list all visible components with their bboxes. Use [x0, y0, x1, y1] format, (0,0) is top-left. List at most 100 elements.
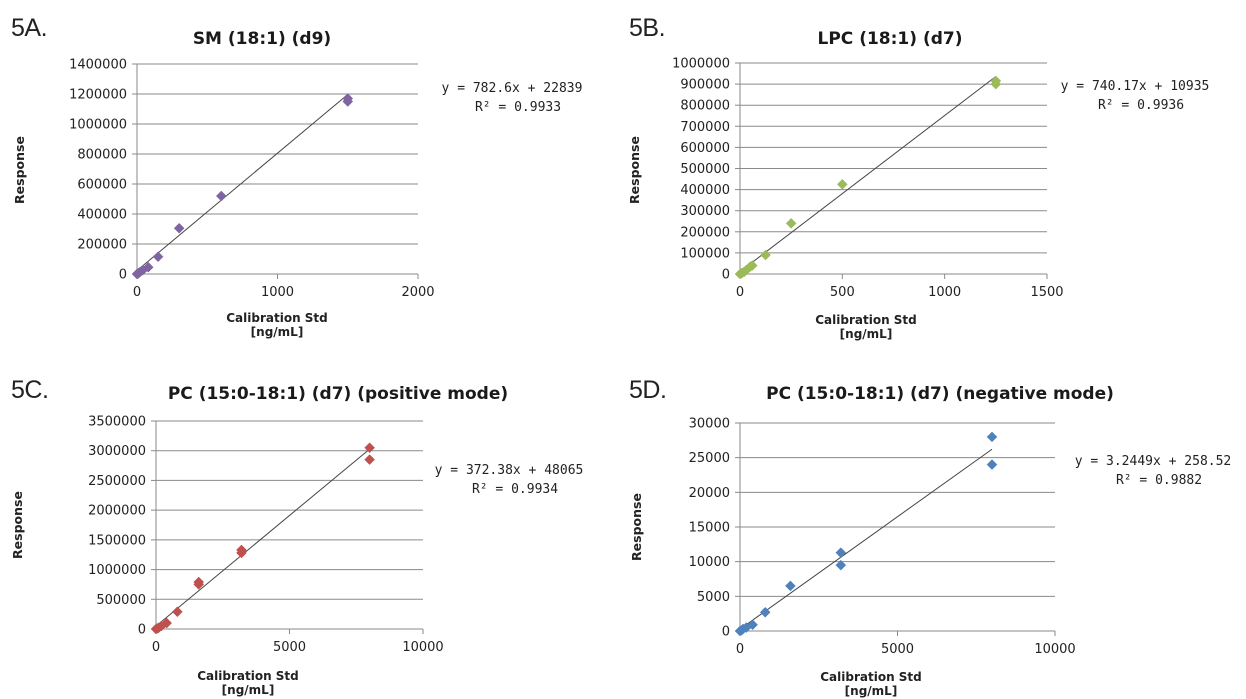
y-tick-label: 400000: [680, 183, 730, 198]
panel-label: 5C.: [11, 376, 49, 404]
x-axis-label: Calibration Std: [815, 313, 917, 327]
y-tick-label: 0: [722, 268, 730, 283]
data-point: [364, 442, 375, 454]
chart-title: LPC (18:1) (d7): [818, 29, 963, 49]
panel-label: 5D.: [629, 376, 667, 404]
x-tick-label: 500: [830, 285, 855, 300]
y-tick-label: 2500000: [88, 474, 146, 489]
y-tick-label: 100000: [680, 246, 730, 261]
trendline-equation: y = 372.38x + 48065: [435, 463, 584, 478]
data-point: [173, 222, 185, 234]
y-tick-label: 0: [119, 268, 127, 283]
y-tick-label: 1400000: [69, 58, 127, 73]
data-point: [236, 544, 247, 556]
y-tick-label: 10000: [689, 555, 730, 570]
x-axis-unit: [ng/mL]: [840, 327, 893, 341]
y-tick-label: 0: [722, 625, 730, 640]
data-point: [986, 431, 998, 443]
data-point: [747, 619, 758, 631]
y-axis-label: Response: [629, 493, 644, 561]
chart-title: PC (15:0-18:1) (d7) (negative mode): [766, 384, 1114, 404]
y-tick-label: 400000: [77, 208, 127, 223]
y-tick-label: 600000: [77, 178, 127, 193]
data-point: [836, 178, 848, 190]
chart-panel-5a: 5A. SM (18:1) (d9) 0 200000 400000 600000 800…: [0, 0, 623, 349]
data-point: [835, 547, 847, 559]
trendline-r2: R² = 0.9934: [472, 482, 558, 497]
data-point: [746, 260, 758, 271]
chart-panel-5c: 5C. PC (15:0-18:1) (d7) (positive mode) 0…: [0, 349, 623, 699]
data-point: [785, 580, 796, 592]
data-point: [193, 576, 205, 588]
x-tick-label: 1000: [928, 285, 961, 300]
panel-label: 5B.: [629, 14, 666, 42]
y-tick-label: 1000000: [672, 57, 730, 72]
data-point: [785, 218, 797, 229]
y-tick-label: 5000: [697, 590, 730, 605]
x-tick-label: 0: [152, 640, 160, 655]
trendline: [136, 94, 349, 271]
y-tick-label: 200000: [77, 238, 127, 253]
chart-5a: SM (18:1) (d9) 0 200000 400000 600000 800000 1…: [12, 29, 582, 339]
x-tick-label: 0: [736, 642, 744, 657]
x-tick-label: 10000: [1034, 642, 1075, 657]
chart-title: SM (18:1) (d9): [193, 29, 331, 49]
y-tick-label: 1500000: [88, 533, 146, 548]
trendline-equation: y = 3.2449x + 258.52: [1075, 454, 1232, 469]
x-tick-label: 5000: [881, 642, 914, 657]
y-tick-label: 800000: [77, 148, 127, 163]
y-tick-label: 0: [138, 623, 146, 638]
y-tick-label: 500000: [96, 593, 146, 608]
chart-5c: PC (15:0-18:1) (d7) (positive mode) 0 5000…: [10, 384, 584, 697]
data-point: [172, 606, 183, 618]
trendline-r2: R² = 0.9933: [475, 100, 561, 115]
data-point: [760, 249, 771, 261]
chart-5b: LPC (18:1) (d7) 0 100000 200000 300000 400000…: [627, 29, 1210, 341]
data-point: [342, 93, 354, 104]
data-point: [364, 454, 375, 465]
x-axis-label: Calibration Std: [226, 311, 328, 325]
chart-panel-5d: 5D. PC (15:0-18:1) (d7) (negative mode) 0…: [623, 349, 1246, 699]
trendline-equation: y = 740.17x + 10935: [1061, 79, 1210, 94]
data-point: [152, 251, 164, 263]
y-tick-label: 30000: [689, 417, 730, 432]
y-tick-label: 1000000: [69, 118, 127, 133]
data-point: [142, 261, 154, 273]
panel-label: 5A.: [11, 14, 48, 42]
trendline: [739, 448, 993, 630]
x-tick-label: 5000: [273, 640, 306, 655]
data-point: [161, 617, 173, 629]
x-tick-label: 1500: [1030, 285, 1063, 300]
x-tick-label: 0: [736, 285, 744, 300]
x-tick-label: 10000: [402, 640, 443, 655]
x-tick-label: 0: [133, 285, 141, 300]
y-axis-label: Response: [627, 136, 642, 204]
y-axis-label: Response: [12, 136, 27, 204]
trendline: [155, 448, 370, 627]
y-tick-label: 1000000: [88, 563, 146, 578]
data-point: [990, 75, 1002, 87]
data-point: [835, 559, 847, 571]
chart-panel-5b: 5B. LPC (18:1) (d7) 0 100000 200000 300000 40…: [623, 0, 1246, 349]
y-tick-label: 900000: [680, 78, 730, 93]
trendline-r2: R² = 0.9936: [1098, 98, 1184, 113]
x-tick-label: 1000: [261, 285, 294, 300]
chart-title: PC (15:0-18:1) (d7) (positive mode): [168, 384, 508, 404]
y-tick-label: 700000: [680, 120, 730, 135]
x-axis-unit: [ng/mL]: [251, 325, 304, 339]
y-tick-label: 600000: [680, 141, 730, 156]
y-tick-label: 300000: [680, 204, 730, 219]
y-tick-label: 3000000: [88, 444, 146, 459]
y-axis-label: Response: [10, 491, 25, 559]
y-tick-label: 20000: [689, 486, 730, 501]
chart-5d: PC (15:0-18:1) (d7) (negative mode) 0 5000…: [629, 384, 1232, 698]
y-tick-label: 200000: [680, 225, 730, 240]
x-axis-unit: [ng/mL]: [222, 683, 275, 697]
trendline-r2: R² = 0.9882: [1116, 473, 1202, 488]
y-tick-label: 15000: [689, 521, 730, 536]
y-tick-label: 800000: [680, 99, 730, 114]
x-axis-label: Calibration Std: [820, 670, 922, 684]
y-tick-label: 500000: [680, 162, 730, 177]
trendline: [739, 76, 997, 273]
data-point: [986, 459, 998, 470]
